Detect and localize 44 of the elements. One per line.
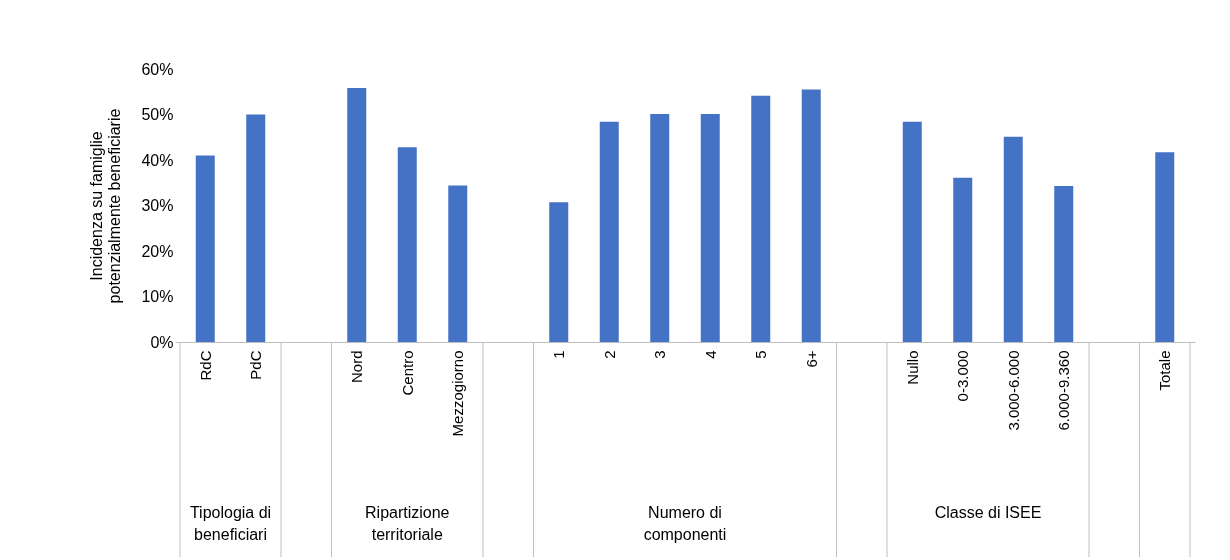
bar [801, 89, 821, 342]
y-tick-label: 0% [150, 333, 174, 351]
bar [195, 155, 215, 342]
y-tick-label: 60% [141, 60, 174, 78]
bar [448, 185, 468, 342]
x-tick-label: 6.000-9.360 [1055, 350, 1073, 431]
y-tick-label: 10% [141, 288, 174, 305]
bar [549, 202, 569, 342]
x-tick-label: 1 [550, 350, 568, 359]
text: Classe di ISEE [934, 504, 1042, 521]
bar [599, 121, 619, 342]
bar [397, 147, 417, 342]
x-tick-label: Mezzogiorno [449, 350, 467, 437]
x-tick-label: 3 [651, 350, 669, 359]
x-tick-label: 4 [701, 350, 719, 359]
y-tick-label: 20% [141, 242, 174, 260]
x-tick-label: Nullo [903, 350, 921, 385]
x-tick-label: Centro [398, 350, 416, 396]
x-tick-label: Nord [348, 350, 366, 384]
x-tick-label: 2 [600, 350, 618, 359]
x-tick-label: 0-3.000 [954, 350, 972, 402]
x-tick-label: PdC [247, 350, 265, 380]
x-tick-label: 6+ [802, 350, 820, 368]
text: Numero di componenti [643, 504, 727, 543]
bar [1155, 152, 1175, 342]
x-tick-label: Totale [1156, 350, 1174, 391]
y-tick-label: 50% [141, 106, 174, 123]
bar [347, 88, 367, 342]
x-tick-label: 3.000-6.000 [1004, 350, 1022, 431]
bar [1003, 136, 1023, 342]
bar [700, 114, 720, 342]
text: Ripartizione territoriale [365, 504, 450, 543]
bar [902, 121, 922, 342]
bar [1054, 185, 1074, 342]
y-tick-label: 30% [141, 197, 174, 214]
text: Tipologia di beneficiari [189, 504, 272, 543]
bar [751, 95, 771, 342]
x-tick-label: 5 [752, 350, 770, 359]
y-tick-label: 40% [141, 151, 174, 169]
bar [953, 177, 973, 342]
bar [246, 114, 266, 342]
y-axis-title: Incidenza su famiglie potenzialmente beneficiarie [88, 108, 124, 304]
x-tick-label: RdC [196, 350, 214, 381]
bar [650, 114, 670, 342]
